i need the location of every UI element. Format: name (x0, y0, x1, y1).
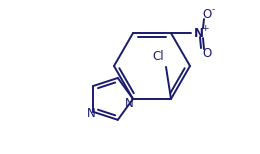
Text: O: O (202, 47, 212, 60)
Text: -: - (211, 6, 214, 15)
Text: N: N (125, 97, 133, 110)
Text: O: O (202, 8, 212, 21)
Text: N: N (194, 27, 204, 40)
Text: +: + (201, 24, 209, 33)
Text: Cl: Cl (152, 50, 164, 63)
Text: N: N (87, 107, 96, 120)
